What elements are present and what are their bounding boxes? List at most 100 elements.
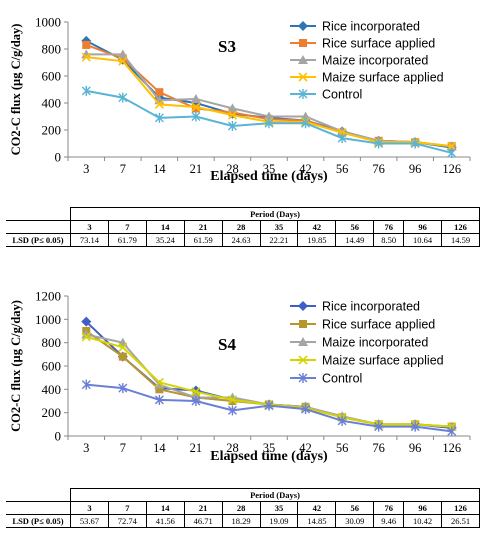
table-value-cell: 61.59 (183, 233, 223, 247)
y-axis-label: CO2-C flux (µg C/g/day) (9, 24, 23, 156)
data-point-control (301, 118, 311, 129)
table-value-cell: 53.67 (70, 514, 109, 528)
data-point-control (81, 85, 91, 96)
series-control (81, 85, 457, 158)
y-tick-label: 600 (42, 69, 62, 84)
y-tick-label: 200 (42, 405, 62, 420)
y-tick-label: 400 (42, 382, 62, 397)
x-tick-label: 42 (299, 441, 312, 455)
y-tick-label: 1200 (35, 289, 61, 304)
table-day-cell: 14 (145, 501, 185, 515)
data-point-control (81, 379, 91, 390)
legend-marker (298, 21, 308, 31)
table-value-cell: 14.59 (441, 233, 480, 247)
x-tick-label: 42 (299, 162, 312, 176)
data-point-control (191, 111, 201, 122)
table-value-cell: 19.09 (259, 514, 299, 528)
x-tick-label: 28 (226, 162, 239, 176)
legend-item-rice-incorporated: Rice incorporated (290, 300, 420, 314)
legend-item-rice-incorporated: Rice incorporated (290, 20, 420, 34)
data-point-control (154, 112, 164, 123)
table-day-cell: 21 (183, 501, 223, 515)
legend-item-maize-surface-applied: Maize surface applied (290, 354, 444, 368)
legend-marker (298, 89, 308, 99)
legend-item-maize-incorporated: Maize incorporated (290, 336, 428, 350)
legend-label: Control (322, 372, 362, 386)
data-point-maize-surface-applied (191, 387, 201, 397)
table-day-cell: 28 (221, 220, 261, 234)
data-point-control (410, 421, 420, 432)
y-tick-label: 600 (42, 359, 62, 374)
table-day-cell: 21 (183, 220, 223, 234)
legend-marker (298, 373, 308, 383)
x-tick-label: 3 (83, 441, 89, 455)
table-day-cell: 76 (373, 501, 405, 515)
data-point-rice-surface-applied (155, 88, 164, 97)
x-tick-label: 76 (372, 441, 385, 455)
table-row-label: LSD (P≤ 0.05) (6, 233, 71, 247)
table-day-cell: 76 (373, 220, 405, 234)
x-tick-label: 126 (442, 441, 461, 455)
legend-marker (299, 320, 307, 328)
table-day-cell: 56 (335, 220, 375, 234)
x-axis-label: Elapsed time (days) (210, 449, 328, 464)
table-day-cell: 35 (259, 501, 299, 515)
table-day-cell: 42 (297, 501, 337, 515)
data-point-maize-incorporated (81, 329, 92, 339)
table-value-cell: 26.51 (441, 514, 480, 528)
data-point-control (410, 138, 420, 149)
data-point-maize-surface-applied (447, 141, 457, 151)
x-tick-label: 7 (120, 441, 126, 455)
x-tick-label: 96 (409, 441, 422, 455)
table-corner (6, 488, 71, 502)
line-chart-s4: 0 200 400 600 800 1000 1200 3 7 14 21 28 35 42 56 76 96 1… (9, 289, 471, 464)
data-point-maize-surface-applied (81, 52, 91, 62)
legend-label: Maize surface applied (322, 354, 444, 368)
legend-label: Rice surface applied (322, 37, 435, 51)
data-point-control (191, 396, 201, 406)
table-value-cell: 24.63 (221, 233, 261, 247)
y-tick-label: 800 (42, 335, 62, 350)
data-point-maize-incorporated (154, 379, 165, 389)
table-value-cell: 30.09 (335, 514, 375, 528)
data-point-rice-incorporated (81, 316, 92, 327)
data-point-control (154, 394, 164, 405)
legend-item-rice-surface-applied: Rice surface applied (290, 37, 435, 51)
table-period-header: Period (Days) (70, 207, 480, 221)
legend-label: Rice incorporated (322, 20, 420, 34)
data-point-maize-incorporated (190, 93, 201, 103)
x-tick-label: 7 (120, 162, 126, 176)
table-value-cell: 10.42 (403, 514, 443, 528)
x-tick-label: 14 (153, 441, 166, 455)
data-point-control (264, 400, 274, 411)
data-point-control (374, 421, 384, 432)
legend-marker (299, 39, 307, 47)
table-corner (6, 220, 71, 234)
table-value-cell: 9.46 (373, 514, 405, 528)
lsd-table-s4: Period (Days) 3 7 14 21 28 35 42 56 76 9… (6, 488, 480, 528)
series-line-maize-surface-applied (85, 335, 452, 428)
table-value-cell: 41.56 (145, 514, 185, 528)
series-maize-surface-applied (81, 52, 457, 151)
data-point-maize-surface-applied (118, 342, 128, 352)
y-tick-label: 0 (55, 429, 62, 444)
data-point-maize-surface-applied (227, 110, 238, 120)
data-point-maize-incorporated (264, 111, 274, 121)
data-point-control (337, 415, 347, 426)
legend-label: Maize incorporated (322, 54, 428, 68)
y-tick-label: 1000 (35, 312, 61, 327)
y-tick-label: 800 (42, 42, 62, 57)
table-row-label: LSD (P≤ 0.05) (6, 514, 71, 528)
data-point-rice-surface-applied (118, 352, 127, 361)
table-value-cell: 14.49 (335, 233, 375, 247)
data-point-rice-surface-applied (191, 104, 200, 113)
data-point-control (118, 383, 128, 394)
data-point-maize-surface-applied (227, 395, 238, 405)
data-point-rice-surface-applied (155, 385, 164, 394)
data-point-rice-surface-applied (118, 54, 127, 63)
y-tick-label: 0 (55, 150, 62, 165)
data-point-rice-surface-applied (82, 40, 91, 49)
table-day-cell: 3 (70, 220, 109, 234)
legend-item-maize-incorporated: Maize incorporated (290, 54, 428, 68)
x-tick-label: 56 (336, 441, 349, 455)
